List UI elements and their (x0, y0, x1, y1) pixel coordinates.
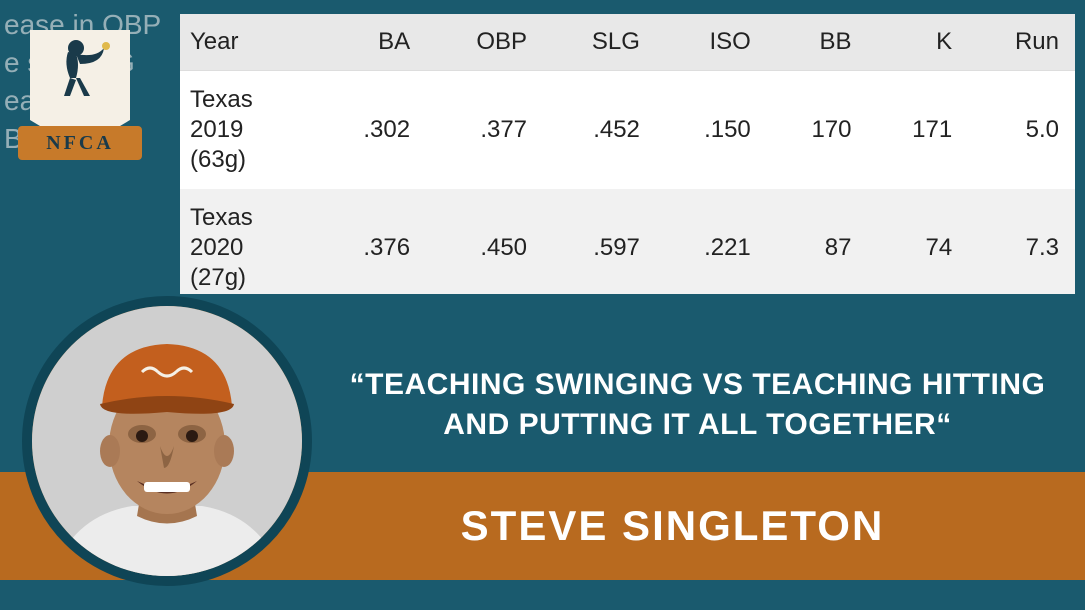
col-k: K (867, 14, 968, 71)
stats-table-container: Year BA OBP SLG ISO BB K Run Texas 2019 … (180, 14, 1075, 294)
cell-obp: .450 (426, 189, 543, 294)
col-ba: BA (315, 14, 426, 71)
stats-table: Year BA OBP SLG ISO BB K Run Texas 2019 … (180, 14, 1075, 294)
cell-year: Texas 2020 (27g) (180, 189, 315, 294)
col-bb: BB (767, 14, 868, 71)
cell-ba: .376 (315, 189, 426, 294)
cell-run: 7.3 (968, 189, 1075, 294)
quote-text: “TEACHING SWINGING VS TEACHING HITTING A… (340, 365, 1055, 446)
cell-iso: .221 (656, 189, 767, 294)
table-row: Texas 2020 (27g) .376 .450 .597 .221 87 … (180, 189, 1075, 294)
cell-k: 171 (867, 71, 968, 190)
col-run: Run (968, 14, 1075, 71)
nfca-logo: NFCA (10, 20, 150, 170)
name-text: STEVE SINGLETON (461, 502, 885, 550)
headshot-illustration (32, 306, 302, 576)
cell-k: 74 (867, 189, 968, 294)
col-year: Year (180, 14, 315, 71)
pitcher-icon (46, 34, 116, 104)
cell-obp: .377 (426, 71, 543, 190)
quote-box: “TEACHING SWINGING VS TEACHING HITTING A… (310, 340, 1085, 470)
table-row: Texas 2019 (63g) .302 .377 .452 .150 170… (180, 71, 1075, 190)
table-header-row: Year BA OBP SLG ISO BB K Run (180, 14, 1075, 71)
cell-run: 5.0 (968, 71, 1075, 190)
headshot-ring (22, 296, 312, 586)
cell-bb: 87 (767, 189, 868, 294)
cell-iso: .150 (656, 71, 767, 190)
col-obp: OBP (426, 14, 543, 71)
col-slg: SLG (543, 14, 656, 71)
cell-slg: .452 (543, 71, 656, 190)
cell-ba: .302 (315, 71, 426, 190)
nfca-label: NFCA (18, 126, 142, 160)
cell-bb: 170 (767, 71, 868, 190)
cell-slg: .597 (543, 189, 656, 294)
cell-year: Texas 2019 (63g) (180, 71, 315, 190)
col-iso: ISO (656, 14, 767, 71)
